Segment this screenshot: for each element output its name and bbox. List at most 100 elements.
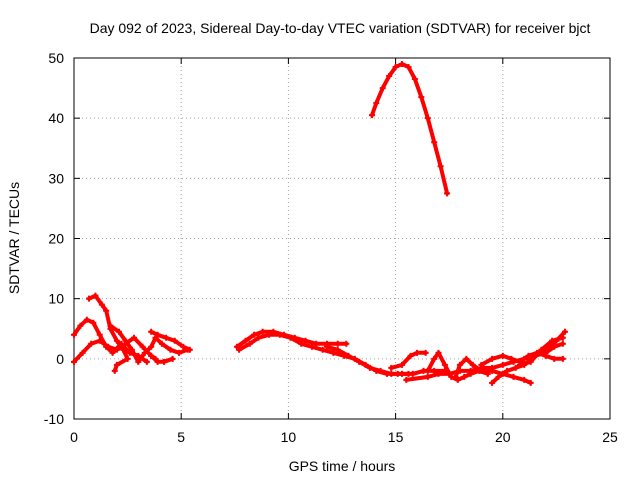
data-point [319, 346, 326, 353]
data-point [141, 349, 148, 356]
data-point [345, 352, 352, 359]
data-point [169, 355, 176, 362]
data-point [308, 343, 315, 350]
data-traces [71, 61, 568, 386]
data-point [399, 361, 406, 368]
x-tick-label: 25 [602, 429, 618, 445]
series-arc-late-3 [452, 355, 534, 386]
series-line [87, 293, 130, 373]
data-point [77, 322, 84, 329]
data-point [148, 343, 155, 350]
data-point [287, 334, 294, 341]
data-point [489, 379, 496, 386]
data-point [266, 331, 273, 338]
data-point [92, 292, 99, 299]
axis-ticks: 0 5 10 15 20 25 -10 0 10 20 30 40 50 [44, 50, 618, 445]
data-point [422, 349, 429, 356]
data-point [96, 337, 103, 344]
data-point [276, 331, 283, 338]
data-point [163, 334, 170, 341]
data-point [186, 346, 193, 353]
x-tick-label: 0 [70, 429, 78, 445]
data-point [452, 373, 459, 380]
data-point [525, 352, 532, 359]
data-point [510, 373, 517, 380]
data-point [135, 358, 142, 365]
series-line [237, 332, 411, 376]
series-line [149, 353, 175, 364]
data-point [259, 328, 266, 335]
y-tick-label: 0 [56, 351, 64, 367]
x-tick-label: 10 [281, 429, 297, 445]
data-point [414, 349, 421, 356]
data-point [551, 355, 558, 362]
series-line [479, 350, 565, 367]
data-point [105, 343, 112, 350]
data-point [469, 361, 476, 368]
y-tick-label: 30 [48, 170, 64, 186]
data-point [124, 355, 131, 362]
data-point [167, 346, 174, 353]
data-point [527, 379, 534, 386]
data-point [128, 346, 135, 353]
data-point [143, 358, 150, 365]
y-tick-label: 40 [48, 110, 64, 126]
data-point [71, 331, 77, 338]
data-point [561, 328, 568, 335]
data-point [431, 139, 438, 146]
data-point [113, 337, 120, 344]
data-point [236, 346, 243, 353]
data-point [298, 340, 305, 347]
data-point [386, 73, 393, 80]
data-point [176, 349, 183, 356]
y-tick-label: -10 [44, 411, 64, 427]
y-tick-label: 50 [48, 50, 64, 66]
data-point [431, 367, 438, 374]
data-point [551, 343, 558, 350]
data-point [356, 358, 363, 365]
data-point [88, 340, 95, 347]
data-point [559, 334, 566, 341]
data-point [379, 85, 386, 92]
data-point [516, 361, 523, 368]
y-tick-label: 10 [48, 291, 64, 307]
series-line [370, 62, 450, 196]
data-point [478, 361, 485, 368]
data-point [508, 355, 515, 362]
data-point [418, 94, 425, 101]
data-point [478, 367, 485, 374]
data-point [489, 355, 496, 362]
data-point [463, 355, 470, 362]
y-tick-label: 20 [48, 231, 64, 247]
chart-title: Day 092 of 2023, Sidereal Day-to-day VTE… [90, 20, 591, 36]
series-arc-early-3 [86, 292, 131, 374]
data-point [424, 373, 431, 380]
data-point [334, 346, 341, 353]
data-point [542, 352, 549, 359]
data-point [98, 301, 105, 308]
data-point [405, 64, 412, 71]
data-point [246, 340, 253, 347]
data-point [461, 373, 468, 380]
series-line [453, 356, 533, 385]
data-point [409, 370, 416, 377]
data-point [161, 358, 168, 365]
data-point [403, 376, 410, 383]
data-point [323, 343, 330, 350]
data-point [122, 337, 129, 344]
data-point [79, 349, 86, 356]
data-point [334, 340, 341, 347]
data-point [180, 343, 187, 350]
data-point [489, 367, 496, 374]
data-point [96, 331, 103, 338]
data-point [454, 376, 461, 383]
data-point [435, 370, 442, 377]
data-point [111, 367, 118, 374]
data-point [399, 61, 406, 68]
data-point [521, 376, 528, 383]
data-point [113, 346, 120, 353]
data-point [131, 334, 138, 341]
data-point [330, 349, 337, 356]
data-point [411, 76, 418, 83]
